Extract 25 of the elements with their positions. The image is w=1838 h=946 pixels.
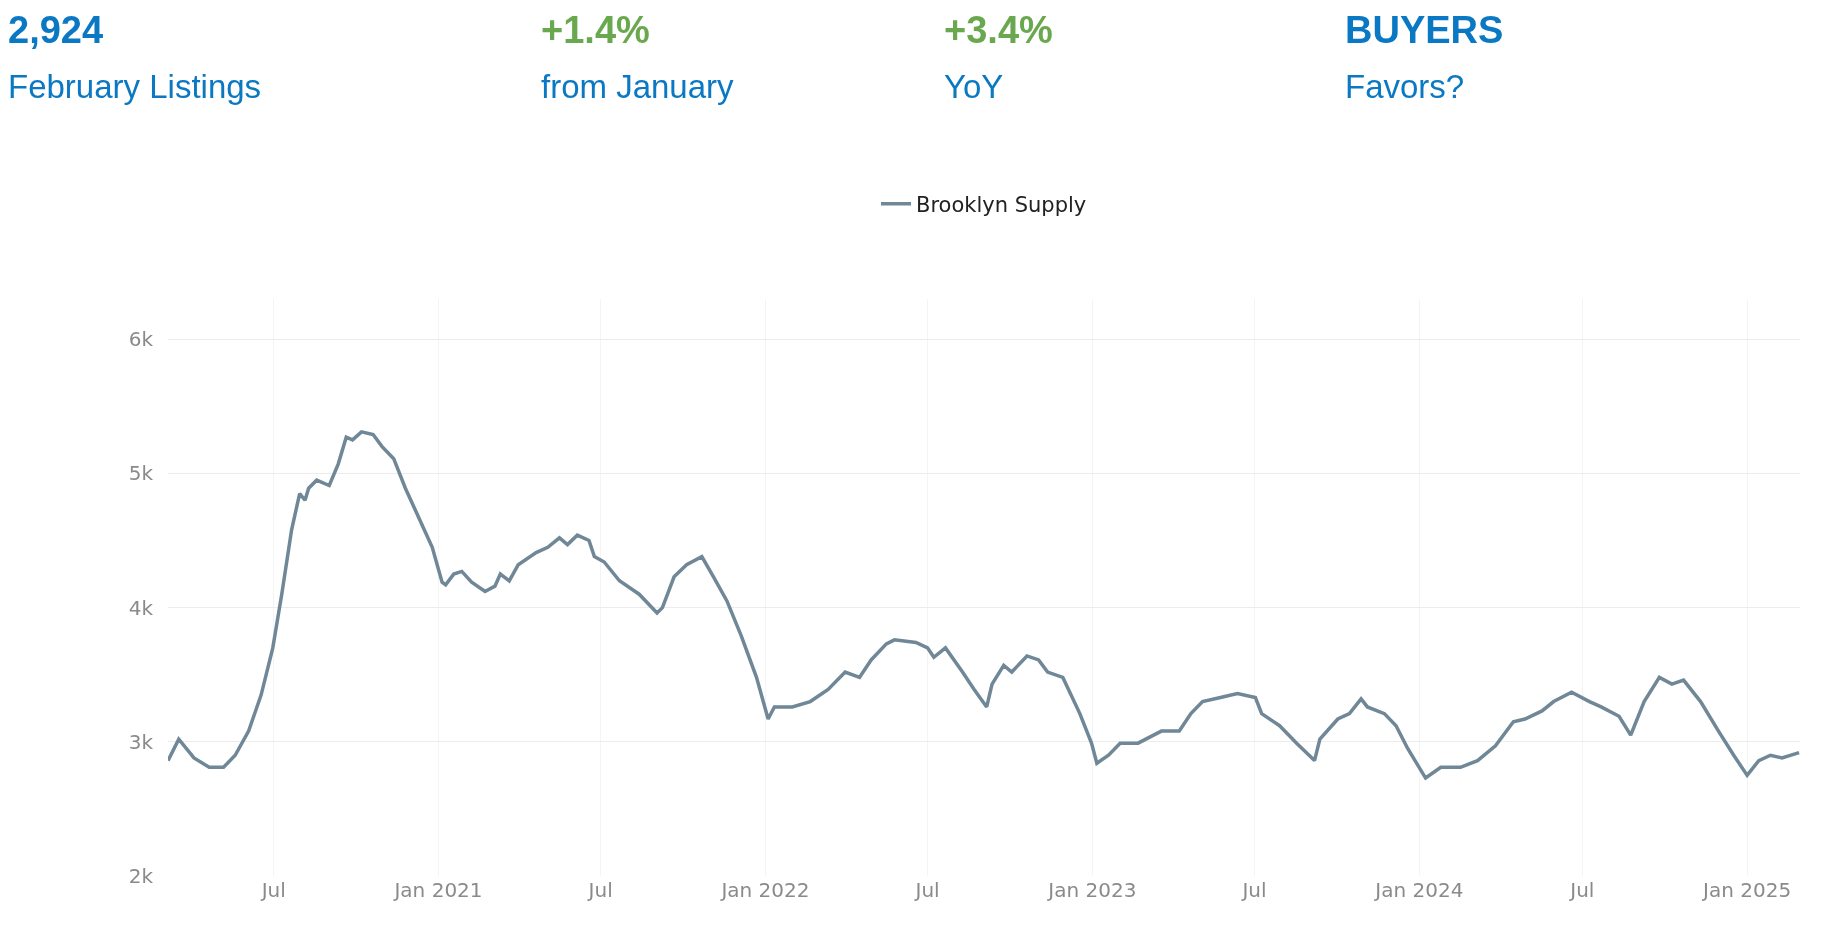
text: February Listings xyxy=(8,68,262,105)
x-tick-label: Jul xyxy=(259,878,286,902)
x-tick-label: Jan 2025 xyxy=(1701,878,1792,902)
y-tick-label: 5k xyxy=(128,461,154,486)
x-tick-label: Jul xyxy=(1568,878,1595,902)
text: 2,924 xyxy=(8,9,104,51)
x-tick-label: Jul xyxy=(913,878,940,902)
line-series xyxy=(168,430,1800,780)
x-tick-label: Jan 2024 xyxy=(1373,878,1464,902)
y-tick-label: 4k xyxy=(128,595,154,620)
text: BUYERS xyxy=(1345,9,1504,51)
text: from January xyxy=(541,68,735,105)
text: +3.4% xyxy=(944,9,1053,51)
text: YoY xyxy=(944,68,1004,105)
x-tick-label: Jul xyxy=(586,878,613,902)
text: Favors? xyxy=(1345,68,1465,105)
y-tick-label: 2k xyxy=(128,864,154,888)
y-tick-label: 6k xyxy=(128,327,154,352)
x-tick-label: Jan 2023 xyxy=(1046,878,1137,902)
x-tick-label: Jan 2022 xyxy=(719,878,810,902)
x-tick-label: Jul xyxy=(1240,878,1267,902)
y-tick-label: 3k xyxy=(128,729,154,754)
text: +1.4% xyxy=(541,9,650,51)
x-tick-label: Jan 2021 xyxy=(392,878,483,902)
legend-label: Brooklyn Supply xyxy=(916,192,1087,217)
